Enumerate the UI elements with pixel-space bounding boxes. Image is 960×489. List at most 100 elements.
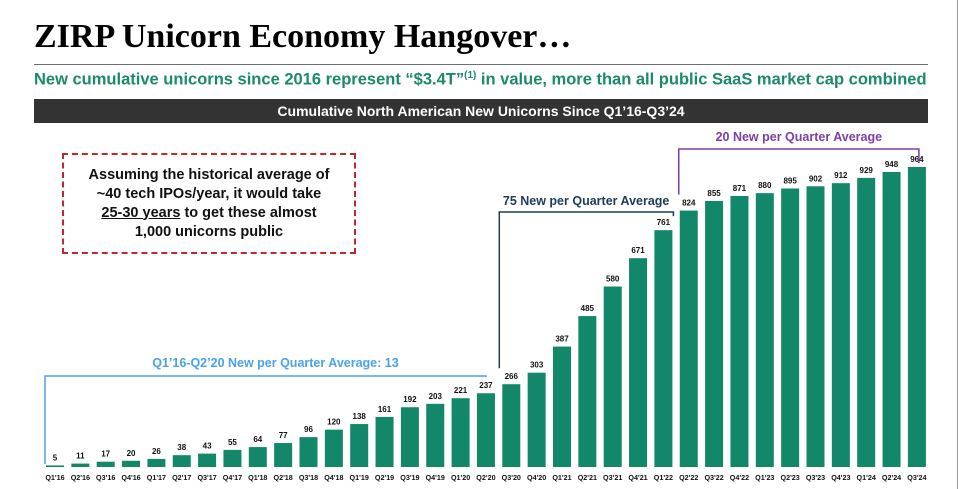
value-label-Q1'16: 5 xyxy=(53,453,58,462)
tick-label-Q3'21: Q3'21 xyxy=(603,473,622,482)
bar-Q2'21 xyxy=(578,316,597,467)
value-label-Q2'18: 77 xyxy=(279,431,288,440)
footnote-marker: (1) xyxy=(464,70,477,81)
value-label-Q3'16: 17 xyxy=(101,450,110,459)
value-label-Q3'22: 855 xyxy=(707,189,721,198)
tick-label-Q2'21: Q2'21 xyxy=(578,473,597,482)
callout-line-1: Assuming the historical average of xyxy=(88,166,330,183)
subtitle-rest: in value, more than all public SaaS mark… xyxy=(476,70,927,89)
value-label-Q1'22: 761 xyxy=(657,218,671,227)
bar-Q1'24 xyxy=(857,177,876,467)
bar-Q4'16 xyxy=(122,460,141,467)
value-label-Q1'23: 880 xyxy=(758,181,772,190)
bar-Q2'20 xyxy=(476,393,495,467)
callout-line-3-rest: to get these almost xyxy=(180,204,317,221)
value-label-Q2'23: 895 xyxy=(783,176,797,185)
bar-Q4'23 xyxy=(831,183,850,468)
value-label-Q4'22: 871 xyxy=(733,184,747,193)
tick-label-Q2'22: Q2'22 xyxy=(679,473,698,482)
bar-Q2'17 xyxy=(172,455,191,467)
bar-Q3'16 xyxy=(96,461,115,467)
callout-line-3: 25-30 years to get these almost xyxy=(89,204,330,223)
bar-Q3'17 xyxy=(198,453,217,467)
bar-Q4'18 xyxy=(324,429,343,467)
value-label-Q4'16: 20 xyxy=(127,449,136,458)
tick-label-Q1'16: Q1'16 xyxy=(45,473,64,482)
callout-line-2: ~40 tech IPOs/year, it would take xyxy=(96,185,322,202)
tick-label-Q1'24: Q1'24 xyxy=(857,473,876,482)
tick-label-Q1'18: Q1'18 xyxy=(248,473,267,482)
bar-Q1'16 xyxy=(46,465,64,467)
tick-label-Q1'19: Q1'19 xyxy=(350,473,369,482)
tick-label-Q1'20: Q1'20 xyxy=(451,473,470,482)
bar-Q2'18 xyxy=(274,443,293,467)
value-label-Q2'24: 948 xyxy=(885,160,899,169)
bar-Q4'19 xyxy=(426,403,445,467)
value-label-Q3'20: 266 xyxy=(505,372,519,381)
value-label-Q4'23: 912 xyxy=(834,171,848,180)
value-label-Q2'22: 824 xyxy=(682,199,696,208)
bar-Q3'24 xyxy=(907,167,926,467)
value-label-Q3'24: 964 xyxy=(910,155,924,164)
tick-label-Q4'21: Q4'21 xyxy=(628,473,647,482)
value-label-Q2'19: 161 xyxy=(378,405,392,414)
bar-Q3'23 xyxy=(806,186,825,467)
tick-label-Q2'20: Q2'20 xyxy=(476,473,495,482)
tick-label-Q1'22: Q1'22 xyxy=(654,473,673,482)
subtitle: New cumulative unicorns since 2016 repre… xyxy=(34,70,928,90)
value-label-Q3'21: 580 xyxy=(606,275,620,284)
chart-title-banner: Cumulative North American New Unicorns S… xyxy=(34,99,928,123)
period-1-bracket xyxy=(44,375,487,464)
bar-Q2'23 xyxy=(781,188,800,467)
bar-Q1'22 xyxy=(654,230,673,467)
tick-label-Q4'19: Q4'19 xyxy=(426,473,445,482)
bar-Q4'21 xyxy=(629,258,648,467)
value-label-Q4'21: 671 xyxy=(631,246,645,255)
value-label-Q1'19: 138 xyxy=(353,412,367,421)
value-label-Q2'17: 38 xyxy=(177,443,186,452)
callout-years: 25-30 years xyxy=(101,204,181,221)
value-label-Q3'17: 43 xyxy=(203,442,212,451)
tick-label-Q4'18: Q4'18 xyxy=(324,473,343,482)
tick-label-Q1'23: Q1'23 xyxy=(755,473,774,482)
bar-Q1'19 xyxy=(350,424,369,467)
value-label-Q1'18: 64 xyxy=(253,435,262,444)
tick-label-Q3'23: Q3'23 xyxy=(806,473,825,482)
bar-Q4'22 xyxy=(730,195,749,468)
period-3-bracket xyxy=(678,148,920,195)
tick-label-Q2'19: Q2'19 xyxy=(375,473,394,482)
value-label-Q4'18: 120 xyxy=(327,418,341,427)
value-label-Q3'23: 902 xyxy=(809,174,823,183)
bar-Q2'22 xyxy=(679,210,698,467)
title-divider xyxy=(34,64,928,65)
value-label-Q1'21: 387 xyxy=(555,335,569,344)
bar-Q2'19 xyxy=(375,416,394,467)
value-label-Q4'17: 55 xyxy=(228,438,237,447)
page-title: ZIRP Unicorn Economy Hangover… xyxy=(34,18,572,55)
period-3-label: 20 New per Quarter Average xyxy=(716,130,883,144)
tick-label-Q2'23: Q2'23 xyxy=(781,473,800,482)
tick-label-Q2'16: Q2'16 xyxy=(71,473,90,482)
bar-Q3'21 xyxy=(603,286,622,467)
tick-label-Q2'18: Q2'18 xyxy=(274,473,293,482)
bar-Q3'20 xyxy=(502,384,521,467)
tick-label-Q3'20: Q3'20 xyxy=(502,473,521,482)
bar-Q1'17 xyxy=(147,458,166,467)
value-label-Q4'19: 203 xyxy=(429,392,443,401)
value-label-Q4'20: 303 xyxy=(530,361,544,370)
value-label-Q3'18: 96 xyxy=(304,425,313,434)
period-1-label: Q1’16-Q2’20 New per Quarter Average: 13 xyxy=(152,356,398,370)
tick-label-Q3'17: Q3'17 xyxy=(197,473,216,482)
bar-Q2'16 xyxy=(71,463,90,467)
bar-Q4'20 xyxy=(527,372,546,467)
value-label-Q1'20: 221 xyxy=(454,386,468,395)
value-label-Q2'16: 11 xyxy=(76,452,85,461)
bar-Q1'18 xyxy=(248,447,267,467)
tick-label-Q4'23: Q4'23 xyxy=(831,473,850,482)
value-label-Q2'21: 485 xyxy=(581,304,595,313)
value-label-Q2'20: 237 xyxy=(479,381,493,390)
tick-label-Q3'24: Q3'24 xyxy=(907,473,926,482)
tick-label-Q4'17: Q4'17 xyxy=(223,473,242,482)
bar-Q3'19 xyxy=(400,407,419,467)
